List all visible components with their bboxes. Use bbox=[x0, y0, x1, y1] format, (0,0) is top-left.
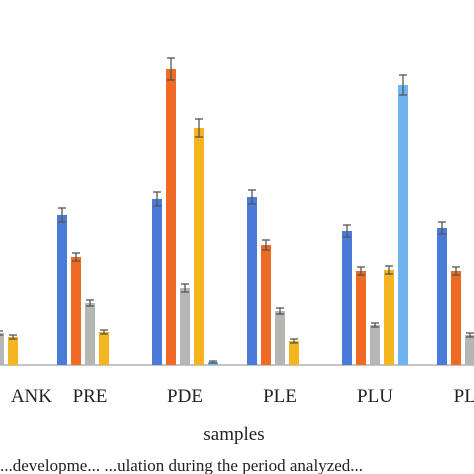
bar-pls-series-1 bbox=[437, 228, 447, 365]
bar-pls-series-2 bbox=[451, 271, 461, 365]
error-bar-plu-series-4 bbox=[385, 265, 393, 275]
bar-pre-series-4 bbox=[99, 332, 109, 365]
x-axis-title: samples bbox=[203, 424, 264, 445]
bar-pls-series-3 bbox=[465, 335, 474, 365]
bar-pde-series-1 bbox=[152, 199, 162, 365]
bar-ple-series-2 bbox=[261, 245, 271, 365]
bar-pde-series-2 bbox=[166, 69, 176, 365]
error-bar-ple-series-2 bbox=[262, 239, 270, 251]
bar-plu-series-1 bbox=[342, 231, 352, 365]
error-bar-pre-series-3 bbox=[86, 299, 94, 307]
error-bar-pls-series-3 bbox=[466, 332, 474, 338]
bar-pde-series-3 bbox=[180, 288, 190, 365]
error-bar-pls-series-2 bbox=[452, 266, 460, 276]
category-label-pre: PRE bbox=[73, 386, 108, 407]
error-bar-pde-series-1 bbox=[153, 191, 161, 207]
figure-caption: ...developme... ...ulation during the pe… bbox=[0, 456, 364, 474]
error-bar-plu-series-2 bbox=[357, 266, 365, 276]
error-bar-pre-series-4 bbox=[100, 329, 108, 335]
error-bar-pre-series-1 bbox=[58, 207, 66, 223]
category-label-ank: ANK bbox=[11, 386, 52, 407]
error-bar-pre-series-2 bbox=[72, 252, 80, 262]
bars-group bbox=[0, 57, 474, 365]
error-bar-ank-series-4 bbox=[9, 334, 17, 340]
category-label-plu: PLU bbox=[357, 386, 393, 407]
bar-plu-series-2 bbox=[356, 271, 366, 365]
error-bar-ple-series-3 bbox=[276, 307, 284, 315]
bar-plu-series-3 bbox=[370, 325, 380, 365]
error-bar-ple-series-1 bbox=[248, 189, 256, 205]
category-labels: ANK PRE PDE PLE PLU PLS bbox=[11, 386, 474, 407]
error-bar-pls-series-1 bbox=[438, 221, 446, 235]
bar-ank-series-3 bbox=[0, 333, 4, 365]
error-bar-pde-series-5 bbox=[209, 360, 217, 364]
bar-pre-series-1 bbox=[57, 215, 67, 365]
category-label-pls: PLS bbox=[454, 386, 474, 407]
error-bar-pde-series-3 bbox=[181, 283, 189, 293]
bar-pre-series-2 bbox=[71, 257, 81, 365]
bar-ple-series-4 bbox=[289, 341, 299, 365]
error-bar-plu-series-1 bbox=[343, 224, 351, 238]
bar-plu-series-4 bbox=[384, 270, 394, 365]
category-label-ple: PLE bbox=[263, 386, 297, 407]
error-bar-plu-series-3 bbox=[371, 322, 379, 328]
bar-ple-series-3 bbox=[275, 311, 285, 365]
error-bar-pde-series-2 bbox=[167, 57, 175, 81]
error-bar-ank-series-3 bbox=[0, 330, 3, 336]
bar-ple-series-1 bbox=[247, 197, 257, 365]
bar-ank-series-4 bbox=[8, 337, 18, 365]
bar-plu-series-5 bbox=[398, 85, 408, 365]
error-bar-ple-series-4 bbox=[290, 338, 298, 344]
bar-pre-series-3 bbox=[85, 303, 95, 365]
bar-pde-series-4 bbox=[194, 128, 204, 365]
category-label-pde: PDE bbox=[167, 386, 203, 407]
error-bar-plu-series-5 bbox=[399, 74, 407, 96]
error-bar-pde-series-4 bbox=[195, 118, 203, 138]
